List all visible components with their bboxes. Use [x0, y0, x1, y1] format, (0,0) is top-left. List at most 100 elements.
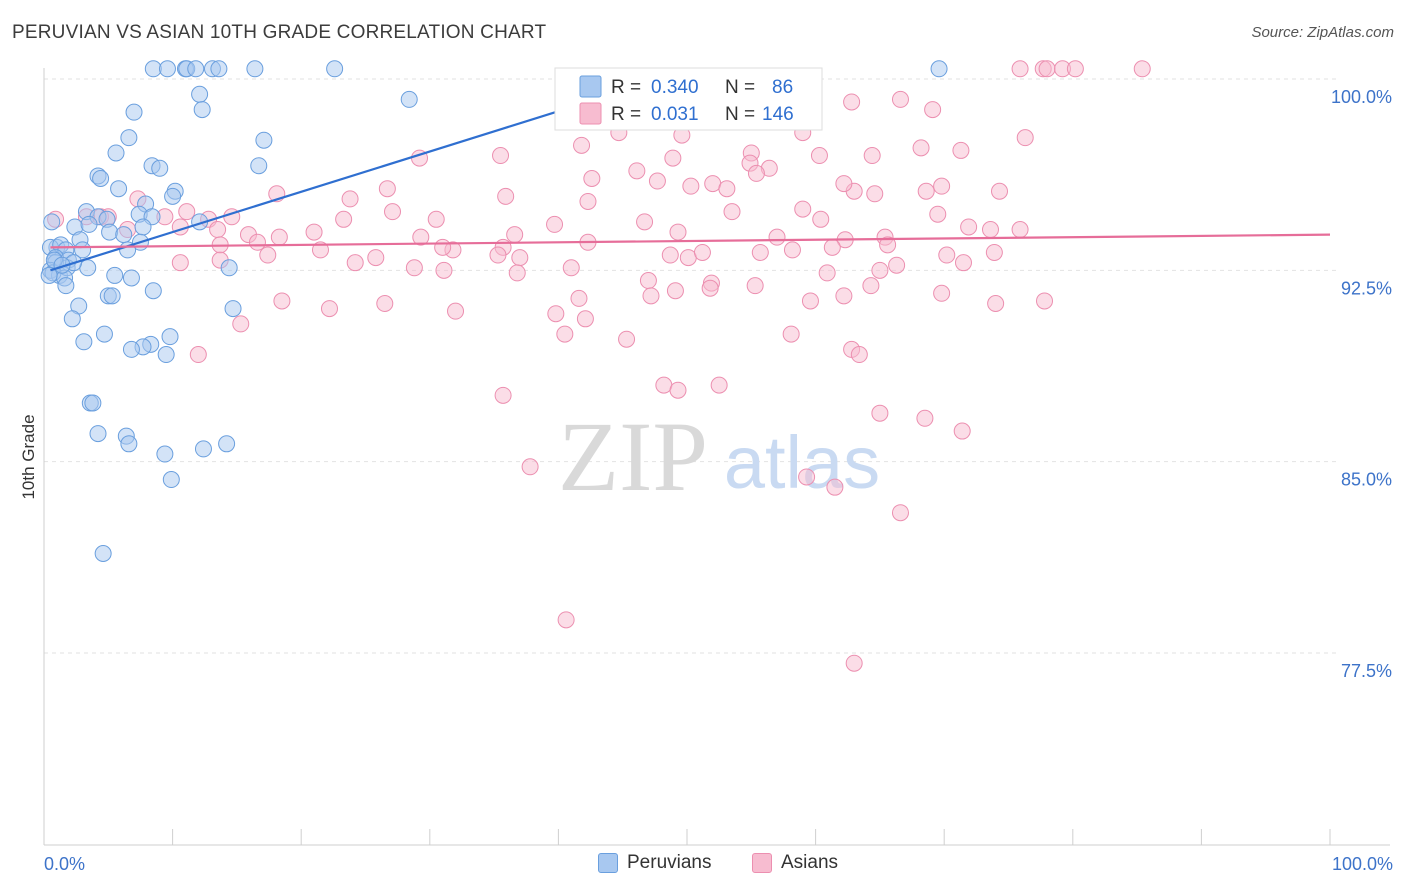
asians-point-73 [506, 226, 524, 244]
asians-point-0 [1011, 60, 1029, 78]
asians-point-64 [960, 218, 978, 236]
peruvians-point-11 [400, 90, 418, 108]
peruvians-point-61 [103, 287, 121, 305]
asians-point-27 [583, 169, 601, 187]
grid-lines [44, 78, 1340, 654]
legend-n-value-peruvians: 86 [772, 77, 793, 98]
asians-point-88 [693, 243, 711, 261]
asians-point-92 [823, 238, 841, 256]
asians-point-70 [879, 236, 897, 254]
asians-point-59 [384, 203, 402, 221]
peruvians-point-67 [75, 333, 93, 351]
asians-point-102 [435, 261, 453, 279]
asians-point-34 [579, 192, 597, 210]
asians-point-33 [718, 180, 736, 198]
asians-point-144 [557, 611, 575, 629]
asians-point-20 [863, 147, 881, 165]
peruvians-points [40, 60, 948, 563]
asians-point-127 [556, 325, 574, 343]
peruvians-point-4 [187, 60, 205, 78]
asians-point-120 [376, 294, 394, 312]
asians-point-81 [270, 228, 288, 246]
asians-point-131 [655, 376, 673, 394]
asians-point-117 [1036, 292, 1054, 310]
axes [43, 68, 1390, 846]
asians-point-100 [508, 264, 526, 282]
legend-label-peruvians: Peruvians [627, 852, 712, 873]
asians-point-130 [850, 346, 868, 364]
asians-point-85 [489, 246, 507, 264]
asians-points [47, 60, 1151, 672]
asians-point-111 [746, 277, 764, 295]
peruvians-point-65 [95, 325, 113, 343]
asians-point-17 [952, 141, 970, 159]
peruvians-point-66 [161, 328, 179, 346]
asians-point-16 [912, 139, 930, 157]
asians-point-107 [171, 254, 189, 272]
peruvians-point-74 [89, 425, 107, 443]
peruvians-point-64 [63, 310, 81, 328]
x-tick-label-0: 0.0% [44, 854, 85, 874]
asians-point-136 [669, 381, 687, 399]
peruvians-point-34 [101, 223, 119, 241]
asians-point-121 [447, 302, 465, 320]
asians-point-14 [573, 136, 591, 154]
legend-swatch-asians-bottom [752, 853, 772, 873]
asians-point-39 [990, 182, 1008, 200]
legend-bottom: Peruvians Asians [0, 852, 1406, 878]
legend-swatch-asians [579, 102, 602, 125]
asians-point-2 [1038, 60, 1056, 78]
peruvians-point-35 [134, 218, 152, 236]
legend-item-asians: Asians [752, 852, 838, 874]
x-tick-label-1: 100.0% [1332, 854, 1393, 874]
asians-point-118 [570, 289, 588, 307]
asians-point-36 [917, 182, 935, 200]
asians-point-8 [891, 90, 909, 108]
asians-point-90 [751, 243, 769, 261]
legend-label-asians: Asians [781, 852, 839, 873]
legend-r-value-peruvians: 0.340 [651, 77, 699, 98]
watermark-zip: ZIP [558, 401, 708, 512]
asians-point-65 [1011, 221, 1029, 239]
asians-point-35 [497, 187, 515, 205]
asians-point-126 [576, 310, 594, 328]
peruvians-point-76 [120, 435, 138, 453]
y-tick-label-2: 85.0% [1341, 470, 1392, 490]
y-tick-label-0: 100.0% [1331, 87, 1392, 107]
asians-point-40 [723, 203, 741, 221]
asians-point-74 [669, 223, 687, 241]
asians-point-42 [929, 205, 947, 223]
y-axis-label: 10th Grade [19, 414, 38, 499]
peruvians-point-10 [191, 85, 209, 103]
asians-point-72 [412, 228, 430, 246]
peruvians-point-78 [194, 440, 212, 458]
asians-point-125 [547, 305, 565, 323]
asians-point-113 [835, 287, 853, 305]
peruvians-point-63 [224, 300, 242, 318]
asians-point-60 [427, 210, 445, 228]
peruvians-point-73 [84, 394, 102, 412]
legend-n-value-asians: 146 [762, 104, 794, 125]
peruvians-point-9 [930, 60, 948, 78]
peruvians-point-80 [162, 471, 180, 489]
asians-point-95 [888, 256, 906, 274]
peruvians-point-81 [94, 545, 112, 563]
asians-point-115 [933, 284, 951, 302]
asians-point-105 [346, 254, 364, 272]
peruvians-point-6 [210, 60, 228, 78]
asians-point-139 [521, 458, 539, 476]
asians-point-112 [801, 292, 819, 310]
asians-point-123 [273, 292, 291, 310]
peruvians-point-38 [115, 226, 133, 244]
peruvians-point-7 [246, 60, 264, 78]
asians-point-25 [664, 149, 682, 167]
asians-point-5 [1133, 60, 1151, 78]
peruvians-point-56 [106, 266, 124, 284]
asians-point-13 [1016, 129, 1034, 147]
peruvians-point-19 [151, 159, 169, 177]
asians-point-41 [794, 200, 812, 218]
asians-point-79 [311, 241, 329, 259]
legend-n-label-asians: N = [725, 104, 755, 125]
asians-point-122 [320, 300, 338, 318]
